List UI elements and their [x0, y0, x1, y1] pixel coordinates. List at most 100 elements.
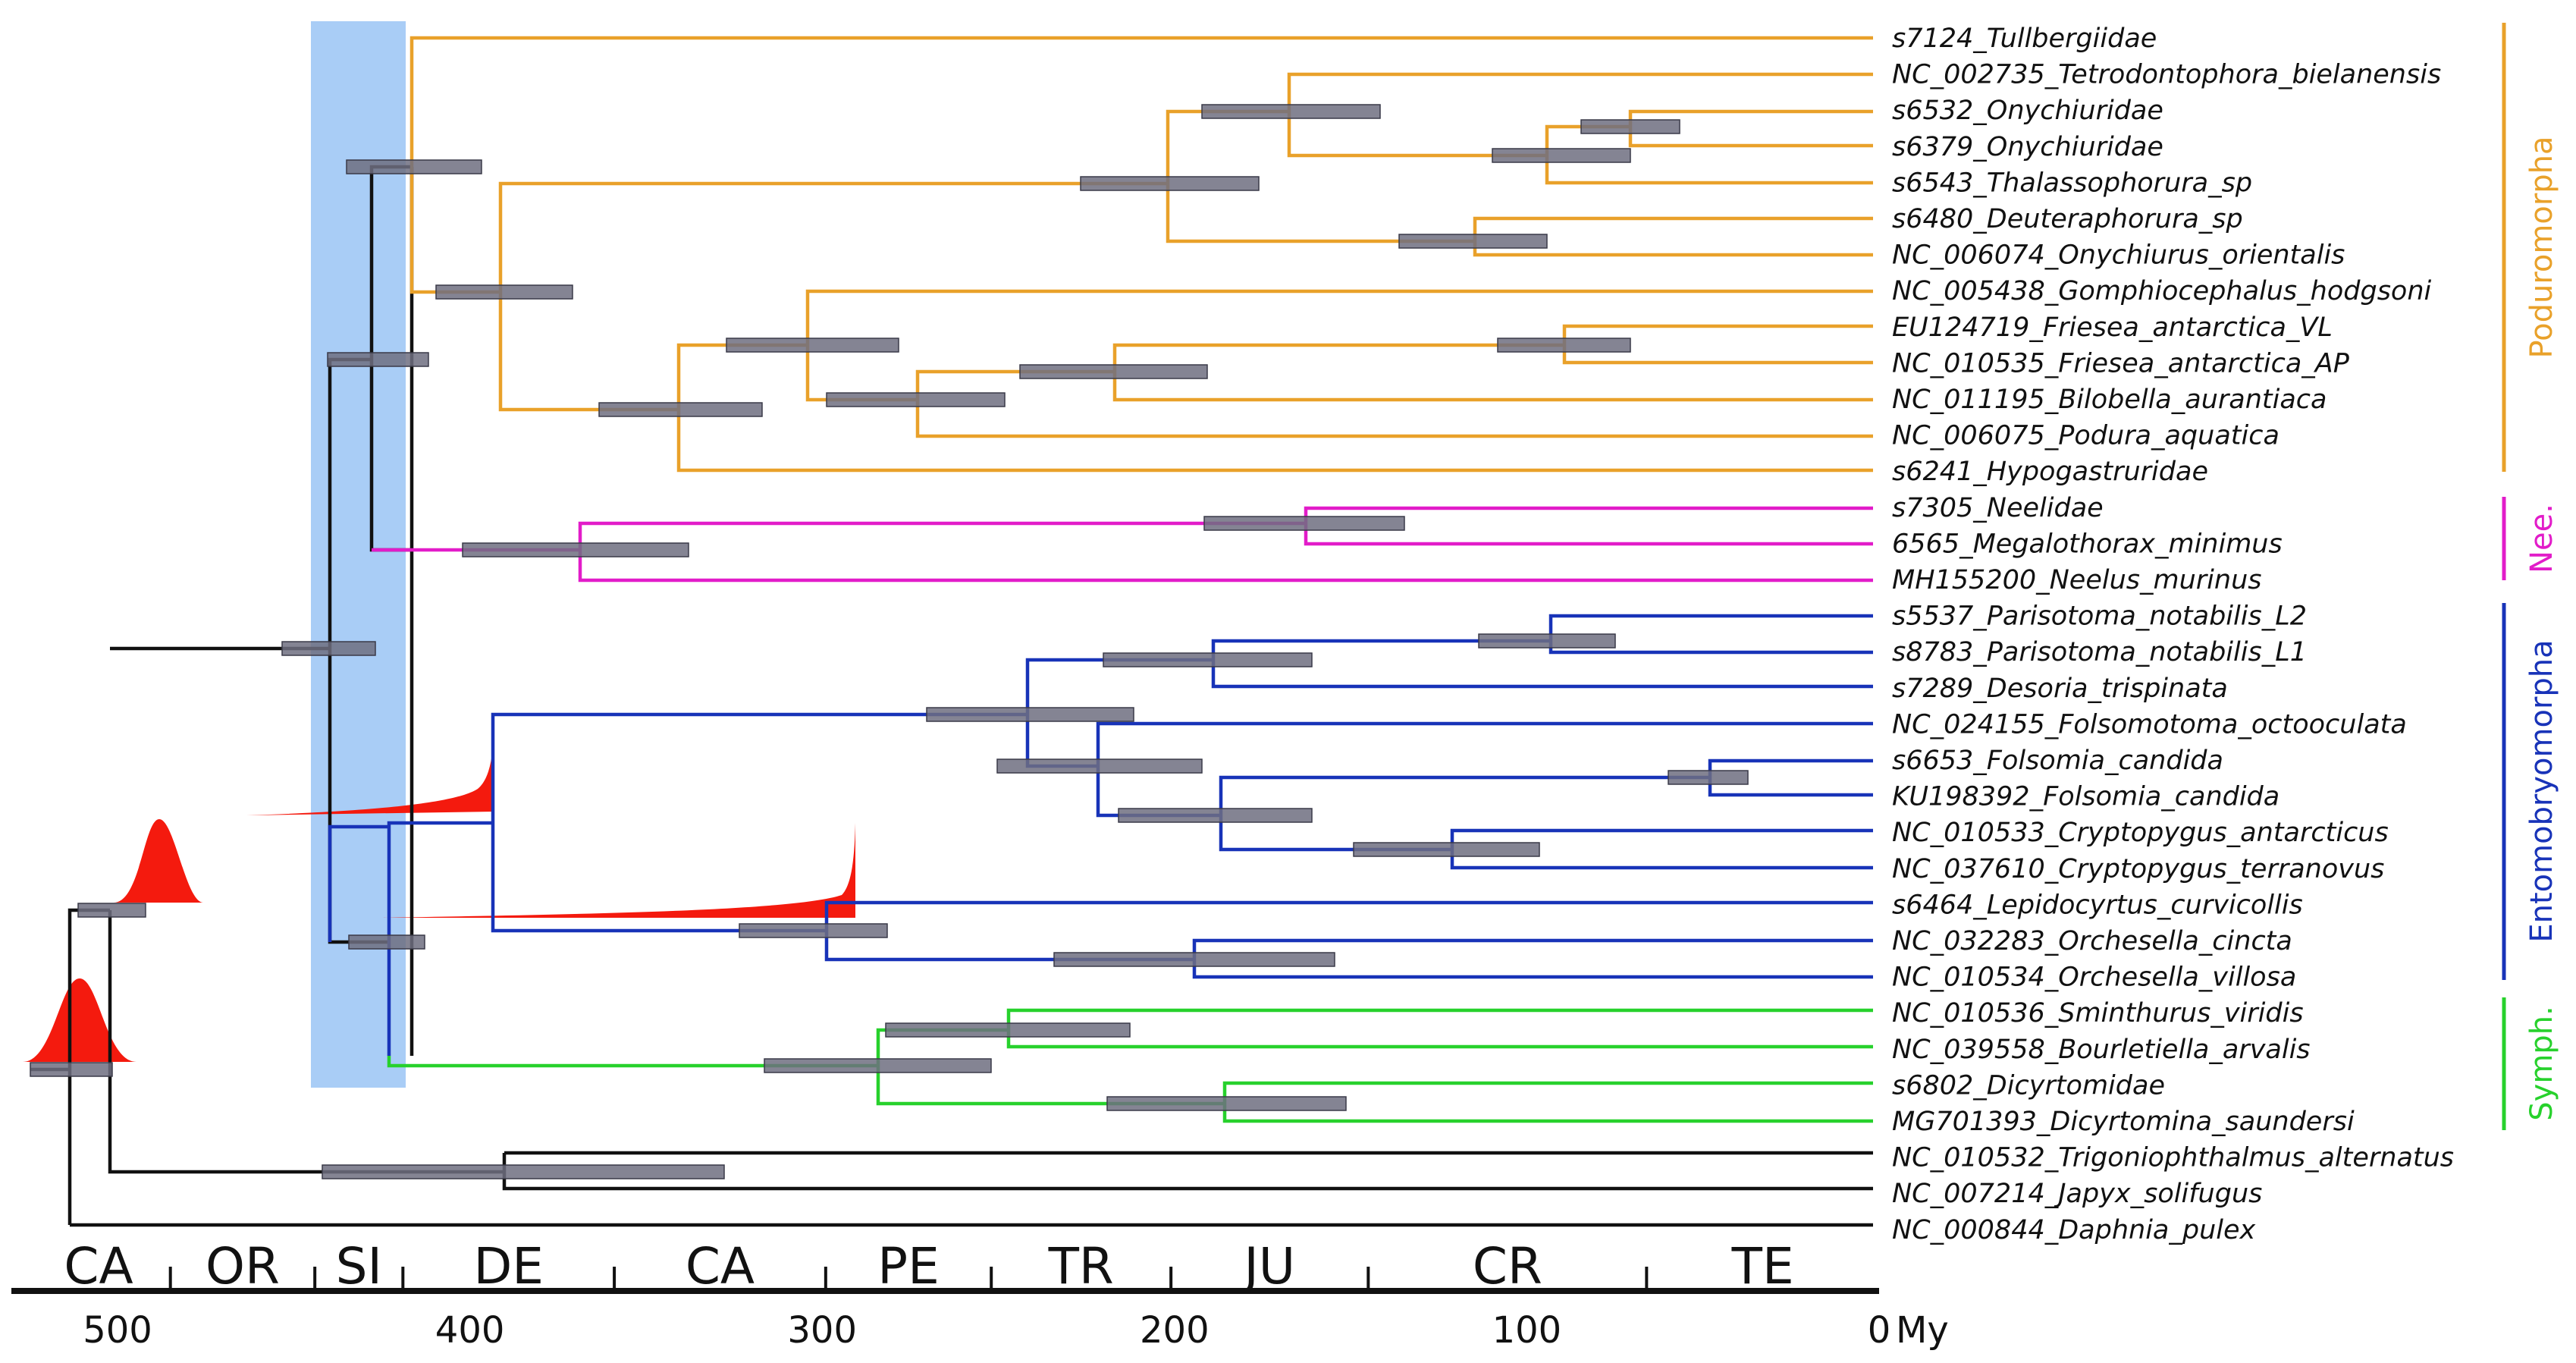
- hpd-bar: [281, 641, 376, 656]
- taxon-label: NC_000844_Daphnia_pulex: [1892, 1215, 2256, 1245]
- taxon-label: s6464_Lepidocyrtus_curvicollis: [1892, 890, 2303, 920]
- hpd-bar: [598, 402, 763, 417]
- hpd-bars: [30, 104, 1749, 1179]
- taxon-label: s8783_Parisotoma_notabilis_L1: [1892, 637, 2307, 667]
- taxon-label: NC_010535_Friesea_antarctica_AP: [1892, 348, 2350, 378]
- hpd-bar: [30, 1062, 113, 1077]
- geologic-periods: CA OR SI DE CA PE TR JU CR TE: [64, 1237, 1793, 1295]
- clade-brackets: Poduromorpha Nee. Entomobryomorpha Symph…: [2502, 23, 2559, 1130]
- hpd-bar: [1398, 234, 1548, 249]
- taxon-label: s7124_Tullbergiidae: [1892, 24, 2157, 54]
- hpd-bar: [1478, 633, 1616, 649]
- taxon-label: MH155200_Neelus_murinus: [1892, 565, 2262, 595]
- taxon-label: NC_010536_Sminthurus_viridis: [1892, 998, 2304, 1029]
- silurian-highlight: [311, 21, 406, 1088]
- time-axis: CA OR SI DE CA PE TR JU CR TE 500 400 300 200 100 0 My: [11, 1237, 1949, 1352]
- clade-label-poduromorpha: Poduromorpha: [2524, 136, 2559, 358]
- hpd-bar: [885, 1022, 1131, 1038]
- taxon-label: s7305_Neelidae: [1892, 493, 2104, 523]
- taxon-label: NC_006075_Podura_aquatica: [1892, 421, 2279, 451]
- axis-tick-label: 0: [1868, 1309, 1891, 1352]
- taxon-label: s6480_Deuteraphorura_sp: [1892, 204, 2243, 234]
- hpd-bar: [348, 934, 425, 950]
- hpd-bar: [1668, 770, 1749, 785]
- taxon-label: s5537_Parisotoma_notabilis_L2: [1892, 601, 2307, 632]
- taxon-label: NC_010533_Cryptopygus_antarcticus: [1892, 818, 2389, 848]
- period-label: DE: [473, 1237, 544, 1295]
- hpd-bar: [764, 1058, 992, 1073]
- taxon-label: NC_005438_Gomphiocephalus_hodgsoni: [1892, 276, 2432, 306]
- hpd-bar: [462, 542, 689, 557]
- period-label: OR: [206, 1237, 280, 1295]
- hpd-bar: [1118, 808, 1313, 823]
- axis-tick-label: 200: [1140, 1309, 1210, 1352]
- hpd-bar: [1103, 652, 1313, 667]
- taxon-label: NC_032283_Orchesella_cincta: [1892, 926, 2292, 956]
- taxon-label: NC_002735_Tetrodontophora_bielanensis: [1892, 60, 2441, 90]
- clade-label-nee: Nee.: [2524, 504, 2559, 573]
- taxon-label: MG701393_Dicyrtomina_saundersi: [1892, 1107, 2355, 1137]
- taxon-label: s6532_Onychiuridae: [1892, 96, 2163, 126]
- axis-tick-labels: 500 400 300 200 100 0: [83, 1309, 1890, 1352]
- axis-tick-label: 500: [83, 1309, 152, 1352]
- taxon-label: NC_037610_Cryptopygus_terranovus: [1892, 854, 2384, 884]
- hpd-bar: [322, 1164, 725, 1179]
- hpd-bar: [739, 923, 888, 938]
- axis-tick-label: 400: [435, 1309, 505, 1352]
- hpd-bar: [435, 284, 573, 300]
- hpd-bar: [77, 903, 146, 918]
- taxon-label: NC_039558_Bourletiella_arvalis: [1892, 1035, 2311, 1065]
- taxon-label: NC_011195_Bilobella_aurantiaca: [1892, 385, 2327, 415]
- hpd-bar: [1497, 338, 1631, 353]
- hpd-bar: [726, 338, 899, 353]
- hpd-bar: [1019, 364, 1208, 379]
- period-label: JU: [1241, 1237, 1295, 1295]
- period-label: CA: [64, 1237, 133, 1295]
- prior-curve: [114, 819, 203, 903]
- taxon-label: 6565_Megalothorax_minimus: [1892, 529, 2283, 559]
- prior-curve: [23, 978, 136, 1062]
- hpd-bar: [1106, 1096, 1347, 1111]
- taxon-label: NC_007214_Japyx_solifugus: [1892, 1179, 2262, 1209]
- period-label: PE: [877, 1237, 940, 1295]
- taxon-label: s6802_Dicyrtomidae: [1892, 1070, 2165, 1101]
- prior-curve: [383, 823, 855, 918]
- axis-tick-marks: [168, 1267, 1649, 1291]
- hpd-bar: [826, 392, 1006, 407]
- tree-branches: [30, 36, 1873, 1227]
- period-label: TR: [1048, 1237, 1114, 1295]
- hpd-bar: [327, 352, 429, 367]
- taxon-label: s6241_Hypogastruridae: [1892, 457, 2208, 487]
- period-label: TE: [1731, 1237, 1794, 1295]
- hpd-bar: [1201, 104, 1381, 119]
- taxon-label: NC_024155_Folsomotoma_octooculata: [1892, 709, 2407, 740]
- hpd-bar: [926, 707, 1134, 722]
- hpd-bar: [346, 159, 482, 174]
- hpd-bar: [1580, 119, 1680, 134]
- calibration-priors: [23, 728, 855, 1062]
- taxon-labels: s7124_Tullbergiidae NC_002735_Tetrodontop…: [1892, 24, 2454, 1245]
- period-label: SI: [336, 1237, 382, 1295]
- period-label: CR: [1473, 1237, 1542, 1295]
- hpd-bar: [1080, 176, 1260, 191]
- hpd-bar: [1203, 516, 1405, 531]
- branch-ento: [328, 614, 1873, 1056]
- hpd-bar: [1492, 148, 1631, 163]
- hpd-bar: [1353, 842, 1540, 857]
- hpd-bar: [996, 758, 1203, 774]
- period-label: CA: [686, 1237, 755, 1295]
- taxon-label: s6543_Thalassophorura_sp: [1892, 168, 2252, 198]
- branch-podur: [409, 36, 1873, 473]
- branch-symph: [387, 1008, 1873, 1123]
- taxon-label: s6379_Onychiuridae: [1892, 132, 2163, 162]
- taxon-label: KU198392_Folsomia_candida: [1892, 782, 2279, 812]
- hpd-bar: [1053, 952, 1335, 967]
- axis-unit-label: My: [1896, 1309, 1949, 1352]
- clade-label-entomobryomorpha: Entomobryomorpha: [2524, 639, 2559, 942]
- taxon-label: NC_006074_Onychiurus_orientalis: [1892, 240, 2345, 271]
- taxon-label: s6653_Folsomia_candida: [1892, 746, 2223, 776]
- taxon-label: s7289_Desoria_trispinata: [1892, 674, 2228, 704]
- taxon-label: NC_010534_Orchesella_villosa: [1892, 963, 2296, 993]
- prior-curve: [246, 728, 494, 815]
